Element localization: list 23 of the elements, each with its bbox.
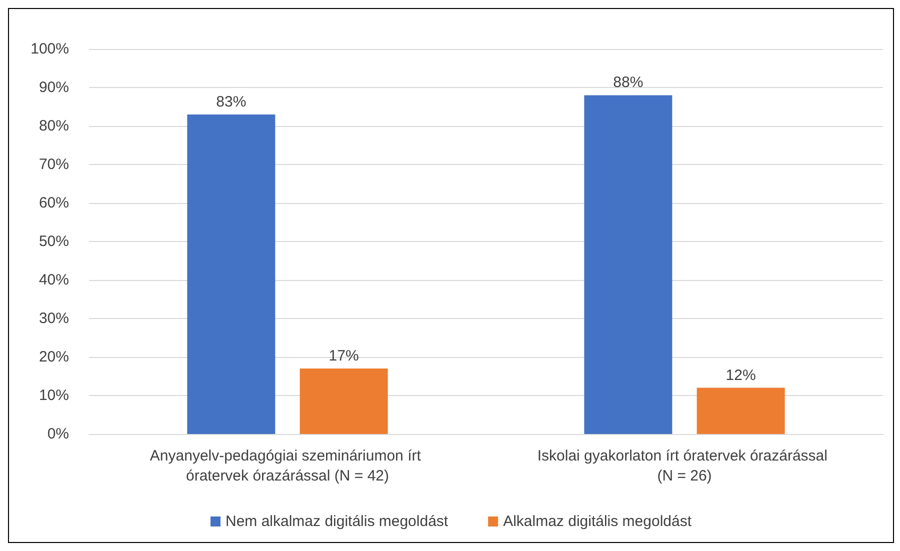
y-tick-label: 30%	[38, 310, 69, 327]
bar	[584, 95, 672, 434]
data-label: 17%	[328, 348, 359, 365]
y-tick-label: 90%	[38, 79, 69, 96]
legend-label: Alkalmaz digitális megoldást	[503, 513, 692, 530]
y-tick-label: 50%	[38, 233, 69, 250]
data-label: 12%	[726, 366, 756, 384]
y-tick-label: 40%	[38, 272, 69, 288]
y-tick-label: 70%	[38, 156, 69, 173]
y-tick-label: 80%	[38, 118, 69, 134]
bar	[300, 368, 388, 434]
y-tick-label: 10%	[38, 387, 69, 404]
bar	[696, 388, 785, 434]
x-tick-label: Anyanyelv-pedagógiai szemináriumon írt óratervek órazárással (N = 42)	[150, 448, 426, 484]
bar	[187, 114, 276, 434]
y-tick-label: 100%	[30, 40, 69, 58]
legend-label: Nem alkalmaz digitális megoldást	[225, 513, 449, 530]
y-tick-label: 0%	[47, 426, 69, 442]
y-tick-label: 60%	[38, 194, 69, 212]
x-tick-label: Iskolai gyakorlaton írt óratervek órazárással (N = 26)	[537, 448, 832, 484]
data-label: 83%	[216, 93, 246, 110]
y-tick-label: 20%	[38, 348, 69, 366]
data-label: 88%	[613, 74, 644, 92]
